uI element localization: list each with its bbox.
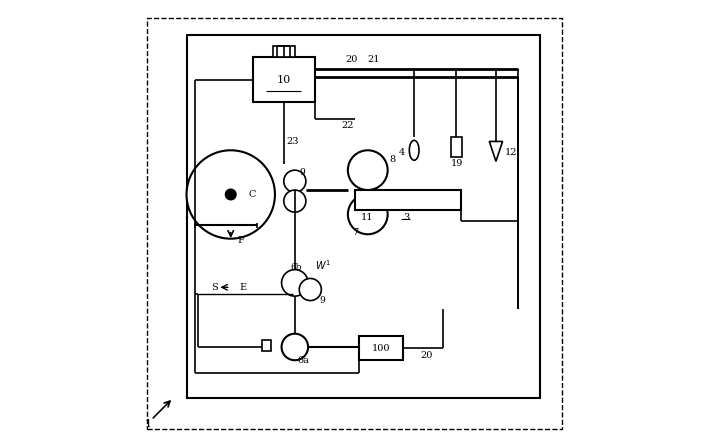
Text: 6a: 6a — [297, 356, 309, 365]
Text: 21: 21 — [368, 55, 380, 64]
Text: C: C — [248, 190, 256, 199]
Text: 19: 19 — [451, 159, 463, 168]
Circle shape — [348, 150, 388, 190]
Bar — [359, 336, 403, 360]
Text: 9: 9 — [299, 168, 305, 177]
Text: E: E — [240, 283, 247, 292]
Circle shape — [225, 189, 236, 200]
Bar — [354, 190, 461, 210]
Bar — [186, 35, 540, 398]
Text: F: F — [238, 236, 244, 245]
Text: 20: 20 — [421, 351, 433, 360]
Circle shape — [186, 150, 275, 239]
Text: 1: 1 — [145, 419, 152, 429]
Text: 22: 22 — [341, 122, 354, 130]
Circle shape — [281, 270, 308, 296]
Text: 9: 9 — [319, 296, 325, 305]
Ellipse shape — [409, 140, 419, 160]
Text: 8: 8 — [390, 155, 396, 164]
Circle shape — [284, 190, 306, 212]
Text: 11: 11 — [361, 213, 374, 222]
Text: 10: 10 — [277, 75, 291, 84]
Text: 20: 20 — [346, 55, 358, 64]
Text: $W^1$: $W^1$ — [315, 258, 330, 272]
Text: 3: 3 — [403, 213, 409, 222]
Circle shape — [348, 194, 388, 234]
Bar — [273, 46, 295, 57]
Text: 12: 12 — [505, 148, 518, 157]
Text: 100: 100 — [372, 344, 390, 353]
Polygon shape — [489, 141, 503, 161]
Text: S: S — [211, 283, 218, 292]
Text: 4: 4 — [398, 148, 405, 157]
Bar — [253, 57, 315, 102]
Circle shape — [281, 334, 308, 360]
Bar — [451, 137, 462, 157]
Circle shape — [299, 278, 321, 301]
Text: 23: 23 — [286, 137, 298, 146]
Bar — [262, 340, 271, 351]
Circle shape — [284, 170, 306, 192]
Text: 7: 7 — [352, 228, 359, 236]
Text: 6b: 6b — [291, 263, 302, 272]
